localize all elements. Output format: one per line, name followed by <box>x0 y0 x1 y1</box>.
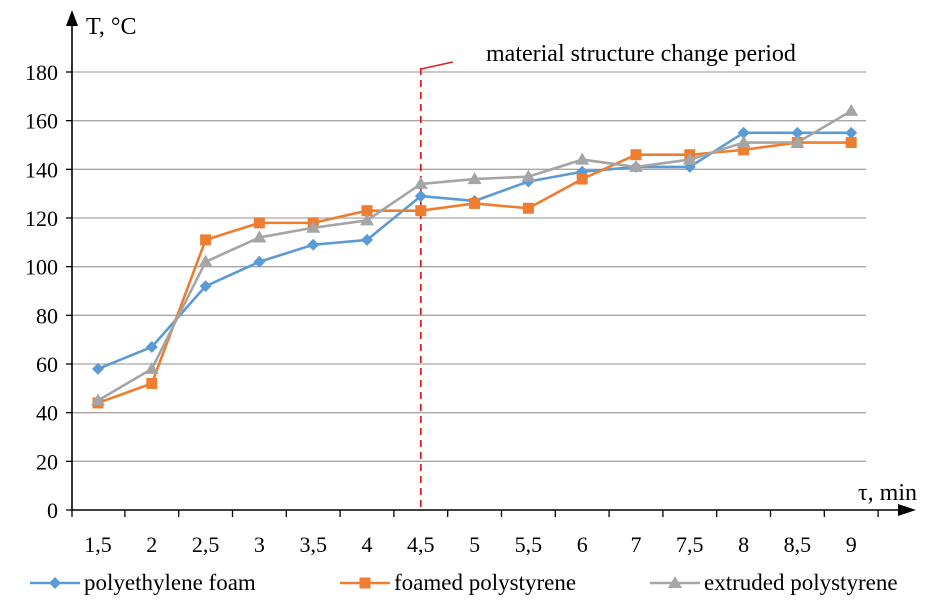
legend-label: foamed polystyrene <box>394 570 576 595</box>
data-point <box>844 103 859 116</box>
y-tick-label: 80 <box>36 303 58 328</box>
data-point <box>360 213 374 226</box>
data-point <box>845 137 857 149</box>
data-point <box>91 393 105 406</box>
legend-marker <box>359 577 371 589</box>
data-point <box>413 176 428 189</box>
x-tick-label: 5,5 <box>515 532 543 557</box>
data-point <box>198 254 213 267</box>
x-tick-label: 8,5 <box>784 532 812 557</box>
data-point <box>682 152 697 165</box>
data-point <box>522 202 534 214</box>
x-axis-label: τ, min <box>858 480 917 506</box>
x-tick-label: 6 <box>577 532 588 557</box>
data-point <box>92 362 104 375</box>
data-point <box>306 220 321 233</box>
data-point <box>361 205 373 217</box>
y-tick-label: 60 <box>36 352 58 377</box>
x-tick-label: 4,5 <box>407 532 435 557</box>
y-axis-arrow <box>66 10 78 26</box>
data-point <box>469 197 481 209</box>
data-point <box>361 233 373 246</box>
data-point <box>415 205 427 217</box>
y-tick-labels: 0 20 40 60 80 100 120 140 160 180 <box>25 60 58 523</box>
data-point <box>467 172 482 185</box>
x-tick-label: 2 <box>146 532 157 557</box>
x-axis-arrow <box>898 504 916 516</box>
x-tick-label: 7 <box>631 532 642 557</box>
y-tick-label: 0 <box>47 498 58 523</box>
data-point <box>790 135 805 148</box>
data-point <box>199 280 212 293</box>
legend-item: extruded polystyrene <box>650 570 898 595</box>
data-point <box>575 152 590 165</box>
y-tick-label: 20 <box>36 449 58 474</box>
x-tick-label: 8 <box>738 532 749 557</box>
data-point <box>414 190 427 203</box>
series-extruded-polystyrene <box>91 103 859 406</box>
data-point <box>200 234 212 246</box>
legend: polyethylene foam foamed polystyrene extru… <box>30 570 898 595</box>
y-tick-label: 180 <box>25 60 58 85</box>
legend-item: polyethylene foam <box>30 570 256 595</box>
x-tick-label: 4 <box>362 532 373 557</box>
legend-marker <box>668 576 682 588</box>
data-point <box>144 361 159 374</box>
axes <box>66 10 916 517</box>
data-point <box>845 126 858 139</box>
data-point <box>307 238 320 251</box>
y-tick-label: 100 <box>25 255 58 280</box>
legend-label: extruded polystyrene <box>704 570 898 595</box>
x-tick-labels: 1,5 2 2,5 3 3,5 4 4,5 5 5,5 6 7 7,5 8 8,5 9 <box>84 532 856 557</box>
legend-marker <box>49 577 61 589</box>
legend-item: foamed polystyrene <box>340 570 576 595</box>
y-tick-label: 40 <box>36 401 58 426</box>
y-tick-label: 160 <box>25 109 58 134</box>
data-point <box>145 340 158 353</box>
data-point <box>576 173 588 185</box>
data-point <box>146 377 158 389</box>
x-tick-label: 5 <box>469 532 480 557</box>
series-line <box>97 131 852 371</box>
x-tick-label: 1,5 <box>84 532 112 557</box>
x-tick-label: 9 <box>846 532 857 557</box>
series-polyethylene-foam <box>92 126 858 375</box>
data-point <box>737 126 750 139</box>
x-tick-label: 7,5 <box>676 532 704 557</box>
data-point <box>738 144 750 156</box>
data-point <box>521 169 536 182</box>
structure-change-annotation: material structure change period <box>419 41 796 510</box>
data-point <box>253 255 266 268</box>
data-point <box>630 149 642 161</box>
y-tick-label: 120 <box>25 206 58 231</box>
data-point <box>736 135 751 148</box>
legend-label: polyethylene foam <box>84 570 256 595</box>
data-point <box>629 159 643 172</box>
x-tick-label: 2,5 <box>192 532 220 557</box>
x-tick-label: 3,5 <box>299 532 327 557</box>
y-tick-label: 140 <box>25 157 58 182</box>
y-axis-label: T, °C <box>86 14 136 40</box>
data-point <box>791 126 804 139</box>
annotation-leader-line <box>420 61 453 70</box>
data-point <box>253 217 265 229</box>
x-tick-label: 3 <box>254 532 265 557</box>
data-point <box>252 230 267 243</box>
annotation-text: material structure change period <box>486 41 796 67</box>
series <box>91 103 859 409</box>
